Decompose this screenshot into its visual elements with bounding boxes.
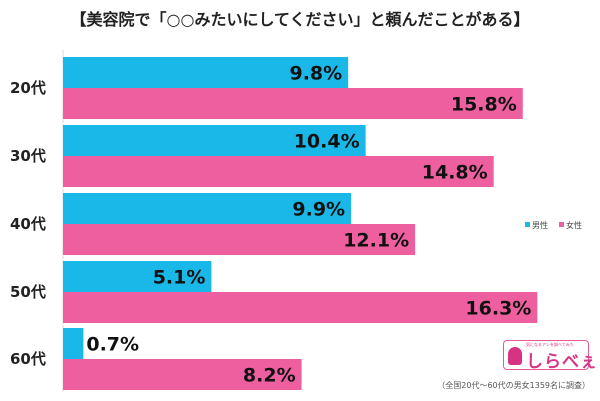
bar-female: [63, 359, 302, 390]
logo-tagline: 気になるアレを調べてみた: [526, 342, 574, 347]
chart-title: 【美容院で「○○みたいにしてください」と頼んだことがある】: [70, 10, 530, 29]
data-label: 5.1%: [153, 267, 206, 289]
legend-label: 男性: [532, 220, 548, 230]
data-label: 16.3%: [465, 298, 531, 320]
footnote: （全国20代〜60代の男女1359名に調査）: [437, 381, 590, 390]
data-label: 10.4%: [294, 131, 360, 153]
category-label: 60代: [10, 350, 46, 368]
data-label: 12.1%: [343, 230, 409, 252]
legend-swatch: [559, 222, 564, 227]
bar-female: [63, 224, 416, 255]
data-label: 0.7%: [86, 334, 139, 356]
data-label: 14.8%: [422, 162, 488, 184]
data-label: 8.2%: [243, 365, 296, 387]
legend: 男性 女性: [525, 220, 582, 230]
data-label: 9.8%: [289, 63, 342, 85]
logo-text: しらべぇ: [526, 352, 598, 372]
category-label: 40代: [10, 215, 46, 233]
bar-female: [63, 88, 523, 119]
bar-female: [63, 156, 494, 187]
bars-group: 20代 9.8% 15.8% 30代 10.4% 14.8% 40代 9.9% 12.1% 50代…: [10, 57, 538, 390]
bar-female: [63, 292, 538, 323]
category-label: 50代: [10, 283, 46, 301]
logo-mark-icon: [508, 347, 522, 365]
category-label: 30代: [10, 147, 46, 165]
bar-male: [63, 193, 352, 224]
bar-male: [63, 125, 366, 156]
bar-male: [63, 261, 212, 292]
brand-logo: 気になるアレを調べてみた しらべぇ: [503, 340, 597, 372]
bar-male: [63, 57, 349, 88]
legend-label: 女性: [566, 220, 582, 230]
bar-male: [63, 328, 84, 359]
data-label: 9.9%: [292, 199, 345, 221]
legend-swatch: [525, 222, 530, 227]
data-label: 15.8%: [451, 94, 517, 116]
category-label: 20代: [10, 79, 46, 97]
